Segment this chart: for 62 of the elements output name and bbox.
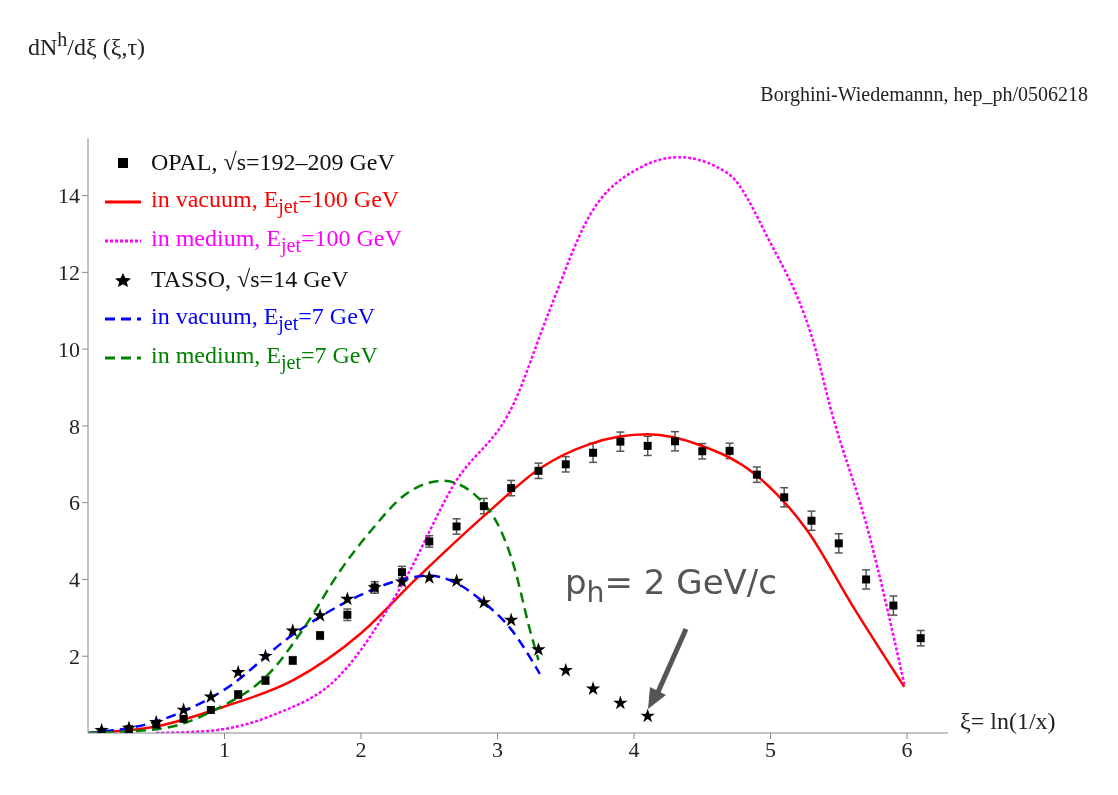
point: [312, 607, 328, 622]
legend-label: in medium, E$_{jet}$=100 GeV: [151, 224, 402, 257]
y-tick-label: 12: [58, 260, 80, 286]
point: [585, 681, 601, 695]
point: [507, 484, 516, 493]
point: [534, 466, 543, 475]
point: [558, 662, 573, 677]
point: [862, 575, 871, 584]
point: [121, 720, 137, 733]
point: [531, 642, 546, 656]
x-axis-title: ξ= ln(1/x): [960, 708, 1056, 735]
point: [479, 502, 488, 511]
y-axis-title: dN$^{h}$/dξ (ξ,τ): [28, 28, 146, 61]
x-tick-label: 5: [765, 736, 777, 762]
point: [203, 689, 219, 704]
point: [670, 437, 679, 446]
y-tick-label: 4: [69, 567, 80, 593]
point: [285, 623, 300, 637]
point: [476, 594, 492, 609]
point: [449, 573, 464, 588]
point: [643, 441, 652, 450]
x-tick-label: 6: [901, 736, 913, 762]
y-tick-label: 2: [69, 644, 80, 670]
x-tick-label: 4: [628, 736, 640, 762]
text: Borghini-Wiedemannn, hep_ph/0506218: [760, 83, 1088, 106]
point: [725, 446, 734, 455]
legend-label: in vacuum, E$_{jet}$=7 GeV: [151, 302, 376, 335]
point: [916, 634, 925, 643]
point: [230, 664, 246, 679]
point: [394, 574, 410, 588]
y-tick-label: 6: [69, 490, 80, 516]
x-tick-label: 1: [219, 736, 231, 762]
legend-label: OPAL, √s=192–209 GeV: [151, 149, 395, 176]
point: [258, 648, 273, 663]
point: [561, 460, 570, 469]
legend-label: in medium, E$_{jet}$=7 GeV: [151, 341, 378, 374]
y-tick-label: 14: [58, 183, 80, 209]
point: [616, 437, 625, 446]
point: [149, 714, 164, 729]
point: [422, 569, 437, 584]
legend-label: TASSO, √s=14 GeV: [151, 266, 349, 293]
annotation: p$_{h}$= 2 GeV/c: [565, 562, 777, 609]
y-tick-label: 8: [69, 413, 80, 439]
point: [698, 447, 707, 456]
x-tick-label: 2: [355, 736, 367, 762]
point: [179, 714, 188, 723]
point: [613, 695, 628, 710]
point: [640, 708, 655, 723]
point: [807, 516, 816, 525]
point: [176, 702, 191, 717]
x-tick-label: 3: [492, 736, 504, 762]
point: [780, 493, 789, 502]
point: [889, 601, 898, 610]
legend-label: in vacuum, E$_{jet}$=100 GeV: [151, 185, 400, 218]
point: [834, 539, 843, 548]
point: [503, 612, 519, 627]
point: [752, 470, 761, 479]
point: [589, 448, 598, 457]
point: [340, 591, 355, 606]
point: [452, 522, 461, 531]
point: [206, 705, 215, 714]
y-tick-label: 10: [58, 336, 80, 362]
